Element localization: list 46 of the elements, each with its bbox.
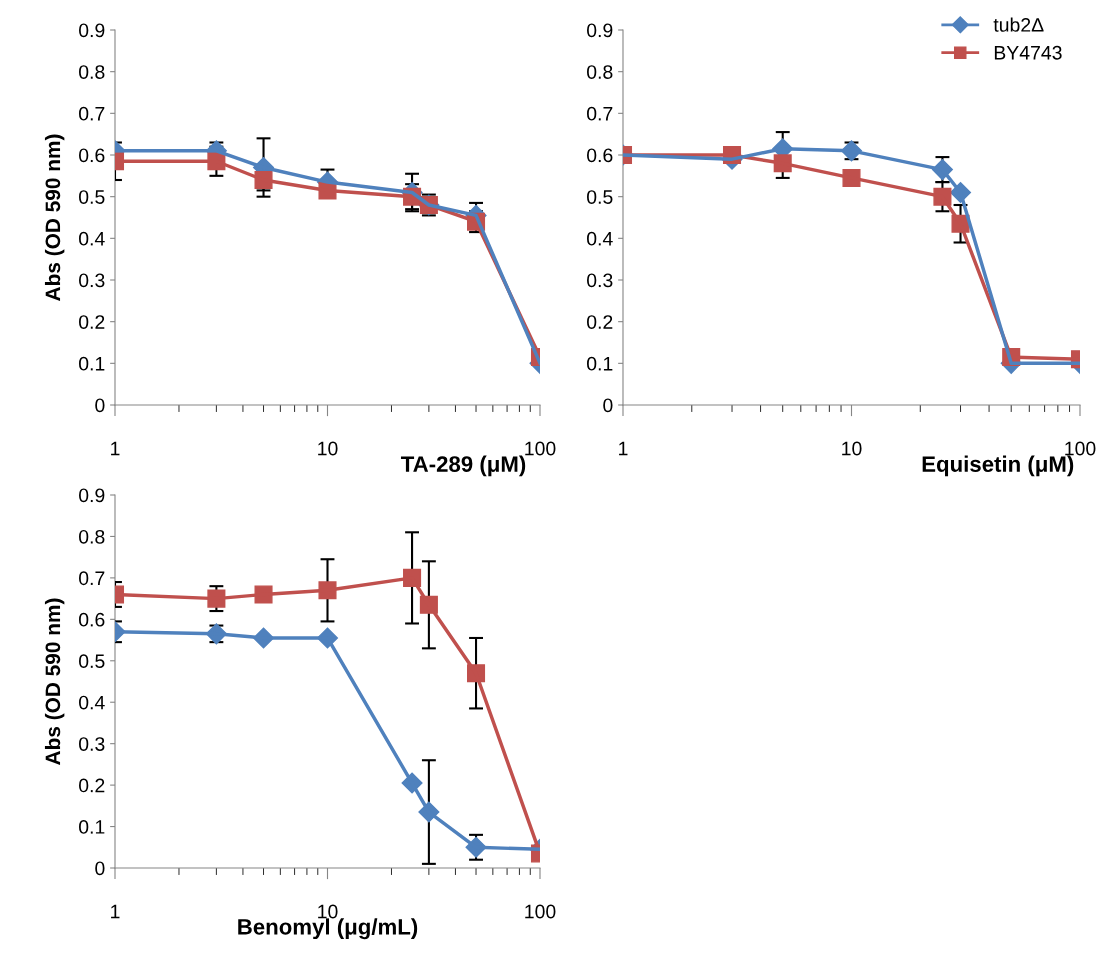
- y-tick-label: 0.7: [587, 106, 613, 121]
- y-tick-label: 0.1: [79, 356, 105, 371]
- y-tick-label: 0.8: [587, 65, 613, 79]
- y-tick-label: 0.4: [79, 695, 105, 710]
- legend-label: tub2Δ: [993, 17, 1044, 32]
- y-tick-label: 0.7: [79, 106, 105, 121]
- y-tick-label: 0.1: [587, 356, 613, 371]
- y-tick-label: 0.2: [587, 315, 613, 329]
- y-tick-label: 0.3: [587, 273, 613, 288]
- x-tick-label: 100: [525, 904, 556, 919]
- x-axis-title: Benomyl (μg/mL): [238, 918, 418, 940]
- y-tick-label: 0.8: [79, 65, 105, 79]
- y-tick-label: 0.6: [79, 612, 105, 627]
- legend-label: BY4743: [994, 45, 1062, 60]
- y-tick-label: 0.2: [79, 315, 105, 329]
- y-tick-label: 0: [95, 861, 105, 876]
- y-tick-label: 0.9: [587, 23, 613, 38]
- y-tick-label: 0.1: [79, 820, 105, 834]
- y-axis-title: Abs (OD 590 nm): [44, 598, 65, 765]
- x-axis-title: Equisetin (μM): [922, 455, 1074, 477]
- x-tick-label: 100: [1065, 441, 1096, 456]
- y-tick-label: 0.3: [79, 273, 105, 288]
- x-tick-label: 1: [111, 441, 120, 456]
- x-axis-title: TA-289 (μM): [400, 455, 526, 477]
- y-tick-label: 0.7: [79, 571, 105, 586]
- x-tick-label: 10: [842, 441, 862, 456]
- y-tick-label: 0.4: [587, 231, 613, 246]
- y-tick-label: 0.9: [79, 23, 105, 38]
- y-tick-label: 0.4: [79, 231, 105, 246]
- y-tick-label: 0.5: [587, 190, 613, 204]
- y-axis-title: Abs (OD 590 nm): [44, 134, 65, 301]
- y-tick-label: 0.5: [79, 654, 105, 669]
- y-tick-label: 0.2: [79, 778, 105, 793]
- y-tick-label: 0.5: [79, 190, 105, 204]
- y-tick-label: 0: [603, 398, 613, 413]
- x-tick-label: 1: [111, 904, 120, 919]
- y-tick-label: 0.8: [79, 529, 105, 544]
- x-tick-label: 100: [525, 441, 556, 456]
- x-tick-label: 10: [318, 441, 338, 456]
- y-tick-label: 0.3: [79, 737, 105, 751]
- y-tick-label: 0.6: [587, 148, 613, 163]
- y-tick-label: 0.6: [79, 148, 105, 163]
- y-tick-label: 0: [95, 398, 105, 413]
- y-tick-label: 0.9: [79, 488, 105, 503]
- x-tick-label: 1: [619, 441, 628, 456]
- x-tick-label: 10: [318, 904, 338, 919]
